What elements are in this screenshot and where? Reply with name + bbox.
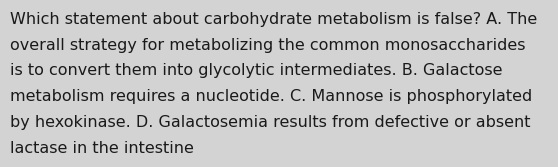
Text: lactase in the intestine: lactase in the intestine xyxy=(10,141,194,156)
Text: Which statement about carbohydrate metabolism is false? A. The: Which statement about carbohydrate metab… xyxy=(10,12,537,27)
Text: metabolism requires a nucleotide. C. Mannose is phosphorylated: metabolism requires a nucleotide. C. Man… xyxy=(10,89,532,104)
Text: overall strategy for metabolizing the common monosaccharides: overall strategy for metabolizing the co… xyxy=(10,38,526,53)
Text: by hexokinase. D. Galactosemia results from defective or absent: by hexokinase. D. Galactosemia results f… xyxy=(10,115,531,130)
Text: is to convert them into glycolytic intermediates. B. Galactose: is to convert them into glycolytic inter… xyxy=(10,63,503,78)
